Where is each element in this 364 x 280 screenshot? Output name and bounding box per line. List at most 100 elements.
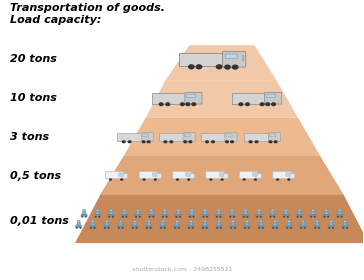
Circle shape	[163, 140, 167, 143]
Circle shape	[217, 209, 220, 211]
Circle shape	[270, 216, 272, 218]
FancyBboxPatch shape	[258, 226, 264, 228]
FancyBboxPatch shape	[296, 214, 302, 216]
Circle shape	[147, 140, 151, 143]
FancyBboxPatch shape	[94, 214, 101, 216]
Circle shape	[136, 227, 138, 229]
Circle shape	[230, 227, 232, 229]
FancyBboxPatch shape	[106, 171, 124, 179]
Circle shape	[249, 140, 253, 143]
Circle shape	[297, 216, 298, 218]
Polygon shape	[90, 222, 95, 226]
Circle shape	[193, 216, 194, 218]
Circle shape	[81, 216, 83, 218]
Circle shape	[152, 216, 154, 218]
Polygon shape	[189, 222, 193, 226]
Circle shape	[206, 216, 208, 218]
Circle shape	[243, 178, 246, 181]
FancyBboxPatch shape	[141, 133, 154, 142]
Circle shape	[244, 227, 246, 229]
Circle shape	[276, 178, 279, 181]
Circle shape	[183, 140, 187, 143]
FancyBboxPatch shape	[189, 174, 195, 178]
Polygon shape	[202, 222, 207, 226]
Circle shape	[287, 178, 290, 181]
Bar	[242, 55, 244, 61]
Circle shape	[273, 216, 275, 218]
Polygon shape	[217, 222, 221, 226]
Circle shape	[325, 209, 328, 211]
Polygon shape	[118, 222, 123, 226]
Circle shape	[123, 209, 126, 211]
FancyBboxPatch shape	[81, 214, 87, 216]
Circle shape	[205, 140, 209, 143]
FancyBboxPatch shape	[146, 226, 152, 228]
FancyBboxPatch shape	[242, 214, 249, 216]
Circle shape	[190, 209, 193, 211]
Circle shape	[341, 216, 343, 218]
Circle shape	[230, 140, 234, 143]
FancyBboxPatch shape	[185, 92, 202, 104]
FancyBboxPatch shape	[256, 174, 261, 178]
Polygon shape	[75, 194, 364, 243]
Circle shape	[328, 227, 330, 229]
FancyBboxPatch shape	[328, 226, 334, 228]
Circle shape	[122, 140, 126, 143]
FancyBboxPatch shape	[225, 133, 237, 142]
Polygon shape	[124, 118, 320, 155]
Polygon shape	[216, 211, 221, 215]
Polygon shape	[122, 211, 127, 215]
FancyBboxPatch shape	[226, 134, 232, 137]
FancyBboxPatch shape	[270, 134, 276, 137]
Circle shape	[96, 209, 99, 211]
Text: 10 tons: 10 tons	[10, 93, 57, 103]
FancyBboxPatch shape	[104, 226, 110, 228]
FancyBboxPatch shape	[216, 226, 222, 228]
Circle shape	[283, 216, 285, 218]
Circle shape	[332, 227, 334, 229]
Circle shape	[216, 64, 222, 69]
Circle shape	[178, 227, 179, 229]
Polygon shape	[174, 222, 179, 226]
FancyBboxPatch shape	[135, 214, 141, 216]
Circle shape	[304, 227, 306, 229]
Polygon shape	[100, 155, 343, 194]
FancyBboxPatch shape	[230, 226, 236, 228]
Circle shape	[108, 216, 110, 218]
Circle shape	[209, 178, 213, 181]
Circle shape	[142, 140, 146, 143]
FancyBboxPatch shape	[223, 51, 246, 67]
Circle shape	[160, 227, 162, 229]
Circle shape	[133, 220, 136, 223]
Circle shape	[122, 227, 123, 229]
Circle shape	[139, 216, 141, 218]
Circle shape	[94, 227, 95, 229]
Text: Transportation of goods.
Load capacity:: Transportation of goods. Load capacity:	[10, 3, 165, 25]
FancyBboxPatch shape	[186, 173, 190, 176]
FancyBboxPatch shape	[152, 93, 186, 104]
Circle shape	[179, 216, 181, 218]
Circle shape	[300, 216, 302, 218]
FancyBboxPatch shape	[337, 214, 343, 216]
FancyBboxPatch shape	[266, 94, 275, 98]
Circle shape	[90, 227, 92, 229]
Circle shape	[230, 209, 234, 211]
Polygon shape	[337, 211, 342, 215]
FancyBboxPatch shape	[273, 171, 291, 179]
Circle shape	[245, 102, 250, 106]
Circle shape	[310, 216, 312, 218]
Circle shape	[180, 102, 185, 106]
Circle shape	[219, 216, 221, 218]
Circle shape	[169, 140, 173, 143]
FancyBboxPatch shape	[188, 226, 194, 228]
Circle shape	[143, 178, 146, 181]
Circle shape	[165, 102, 170, 106]
Text: 0,01 tons: 0,01 tons	[10, 216, 69, 226]
FancyBboxPatch shape	[90, 226, 96, 228]
FancyBboxPatch shape	[153, 173, 157, 176]
Circle shape	[234, 227, 236, 229]
Circle shape	[176, 178, 179, 181]
Polygon shape	[301, 222, 305, 226]
Circle shape	[265, 102, 270, 106]
FancyBboxPatch shape	[119, 173, 123, 176]
